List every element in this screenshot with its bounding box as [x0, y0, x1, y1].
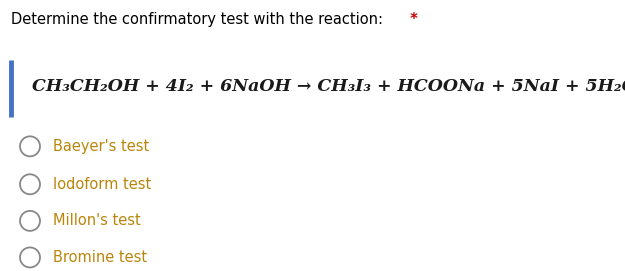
Text: Millon's test: Millon's test: [53, 213, 141, 228]
Text: Baeyer's test: Baeyer's test: [53, 139, 149, 154]
Text: *: *: [405, 12, 418, 27]
Text: Determine the confirmatory test with the reaction:: Determine the confirmatory test with the…: [11, 12, 383, 27]
Text: Iodoform test: Iodoform test: [53, 177, 151, 192]
Text: CH₃CH₂OH + 4I₂ + 6NaOH → CH₃I₃ + HCOONa + 5NaI + 5H₂O: CH₃CH₂OH + 4I₂ + 6NaOH → CH₃I₃ + HCOONa …: [32, 78, 625, 95]
Text: Bromine test: Bromine test: [53, 250, 148, 265]
